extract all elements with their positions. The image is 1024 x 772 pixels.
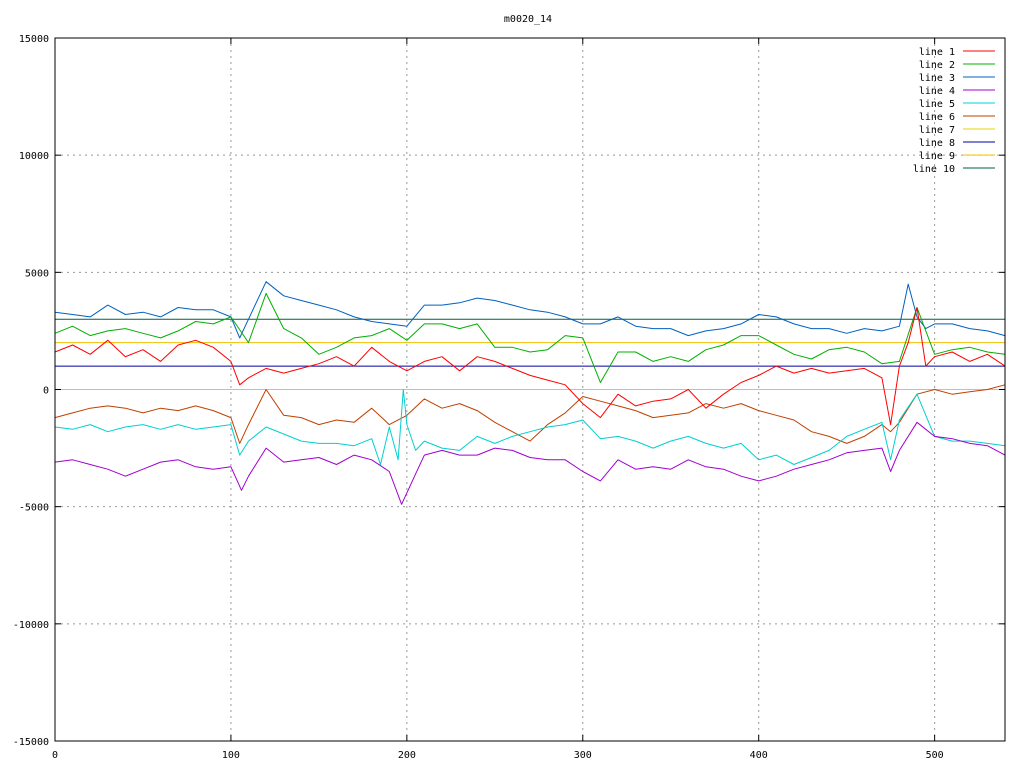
series-line-2: [54, 292, 1006, 383]
series-line-1: [54, 307, 1006, 426]
x-tick-label: 200: [398, 750, 416, 761]
legend-label: line 9: [919, 151, 955, 162]
series-group: [54, 281, 1006, 505]
legend-label: line 4: [919, 86, 955, 97]
x-tick-label: 300: [574, 750, 592, 761]
y-tick-label: 10000: [19, 151, 49, 162]
legend: line 1 line 2 line 3 line 4 line 5 line 6 line…: [913, 47, 995, 175]
legend-label: line 1: [919, 47, 955, 58]
legend-label: line 2: [919, 60, 955, 71]
series-line-5: [54, 389, 1006, 465]
y-tick-label: -5000: [19, 503, 49, 514]
x-tick-label: 400: [750, 750, 768, 761]
series-line-4: [54, 421, 1006, 505]
y-tick-label: 15000: [19, 34, 49, 45]
chart-title: m0020_14: [504, 14, 552, 25]
legend-label: line 3: [919, 73, 955, 84]
x-tick-label: 100: [222, 750, 240, 761]
legend-label: line 6: [919, 112, 955, 123]
y-tick-label: -10000: [13, 620, 49, 631]
axis-ticks: 0 100 200 300 400 500 -15000 -10000 -5000 0 5000 10…: [13, 34, 1005, 761]
y-tick-label: 0: [43, 386, 49, 397]
series-line-6: [54, 384, 1006, 444]
y-tick-label: -15000: [13, 737, 49, 748]
legend-label: line 10: [913, 164, 955, 175]
x-tick-label: 500: [926, 750, 944, 761]
x-tick-label: 0: [52, 750, 58, 761]
series-line-3: [54, 281, 1006, 339]
y-tick-label: 5000: [25, 268, 49, 279]
legend-label: line 5: [919, 99, 955, 110]
legend-label: line 8: [919, 138, 955, 149]
legend-label: line 7: [919, 125, 955, 136]
